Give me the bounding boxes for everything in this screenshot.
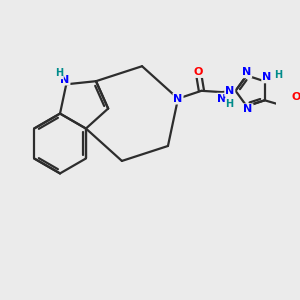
Text: O: O	[292, 92, 300, 102]
Text: N: N	[225, 86, 234, 96]
Text: H: H	[55, 68, 63, 78]
Text: H: H	[274, 70, 282, 80]
Text: N: N	[243, 104, 253, 114]
Text: N: N	[262, 72, 272, 82]
Text: N: N	[60, 75, 70, 85]
Text: H: H	[226, 99, 234, 109]
Text: N: N	[217, 94, 226, 103]
Text: N: N	[173, 94, 183, 103]
Text: O: O	[194, 67, 203, 77]
Text: N: N	[242, 67, 251, 77]
